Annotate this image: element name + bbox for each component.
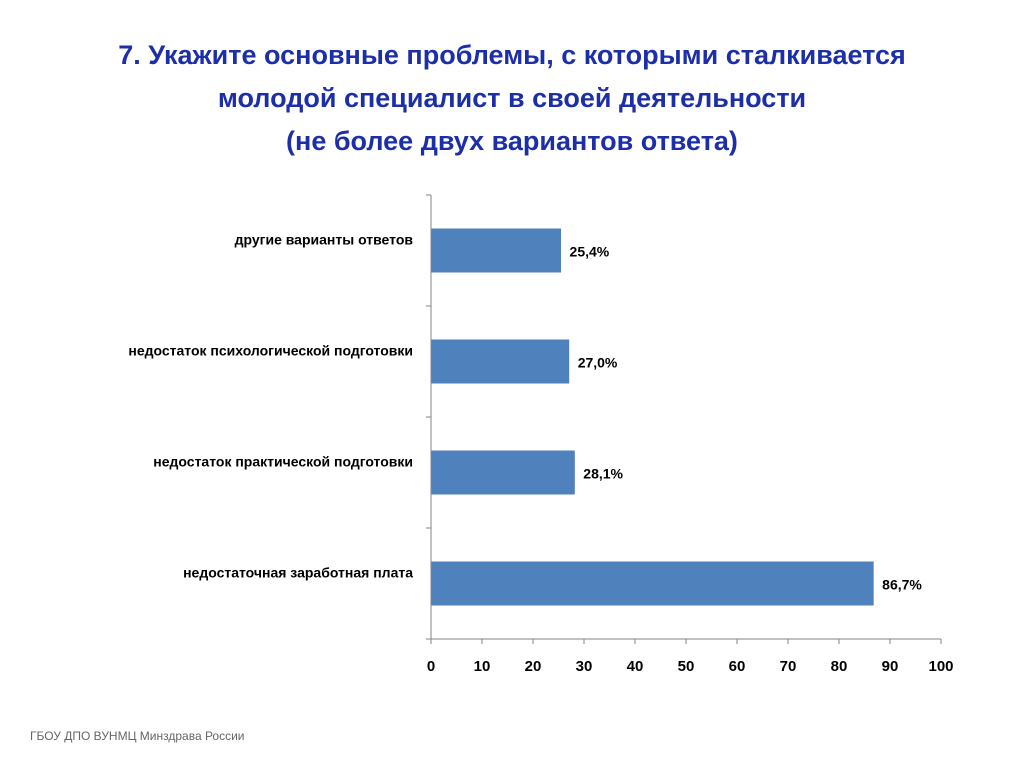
bar bbox=[431, 339, 570, 384]
x-tick-label: 100 bbox=[928, 658, 953, 675]
title-line-2: молодой специалист в своей деятельности bbox=[217, 83, 807, 113]
category-label: недостаточная заработная плата bbox=[183, 565, 413, 581]
x-tick-label: 60 bbox=[729, 658, 746, 675]
title-line-3: (не более двух вариантов ответа) bbox=[286, 126, 738, 156]
x-tick-label: 0 bbox=[427, 658, 435, 675]
x-tick-label: 70 bbox=[780, 658, 797, 675]
footer-text: ГБОУ ДПО ВУНМЦ Минздрава России bbox=[30, 729, 245, 743]
category-label: недостаток практической подготовки bbox=[153, 454, 413, 470]
data-label: 86,7% bbox=[882, 577, 922, 593]
bar bbox=[431, 228, 562, 273]
x-tick-label: 50 bbox=[678, 658, 695, 675]
x-tick-label: 90 bbox=[882, 658, 899, 675]
bar bbox=[431, 561, 874, 606]
x-tick-label: 10 bbox=[474, 658, 491, 675]
data-label: 25,4% bbox=[570, 244, 610, 260]
title-line-1: 7. Укажите основные проблемы, с которыми… bbox=[118, 40, 906, 70]
data-label: 27,0% bbox=[578, 355, 618, 371]
x-tick-label: 80 bbox=[831, 658, 848, 675]
data-label: 28,1% bbox=[583, 466, 623, 482]
slide-title: 7. Укажите основные проблемы, с которыми… bbox=[40, 34, 984, 163]
x-tick-label: 20 bbox=[525, 658, 542, 675]
x-tick-label: 40 bbox=[627, 658, 644, 675]
category-label: недостаток психологической подготовки bbox=[128, 343, 413, 359]
x-tick-label: 30 bbox=[576, 658, 593, 675]
bar bbox=[431, 450, 575, 495]
category-label: другие варианты ответов bbox=[235, 232, 414, 248]
